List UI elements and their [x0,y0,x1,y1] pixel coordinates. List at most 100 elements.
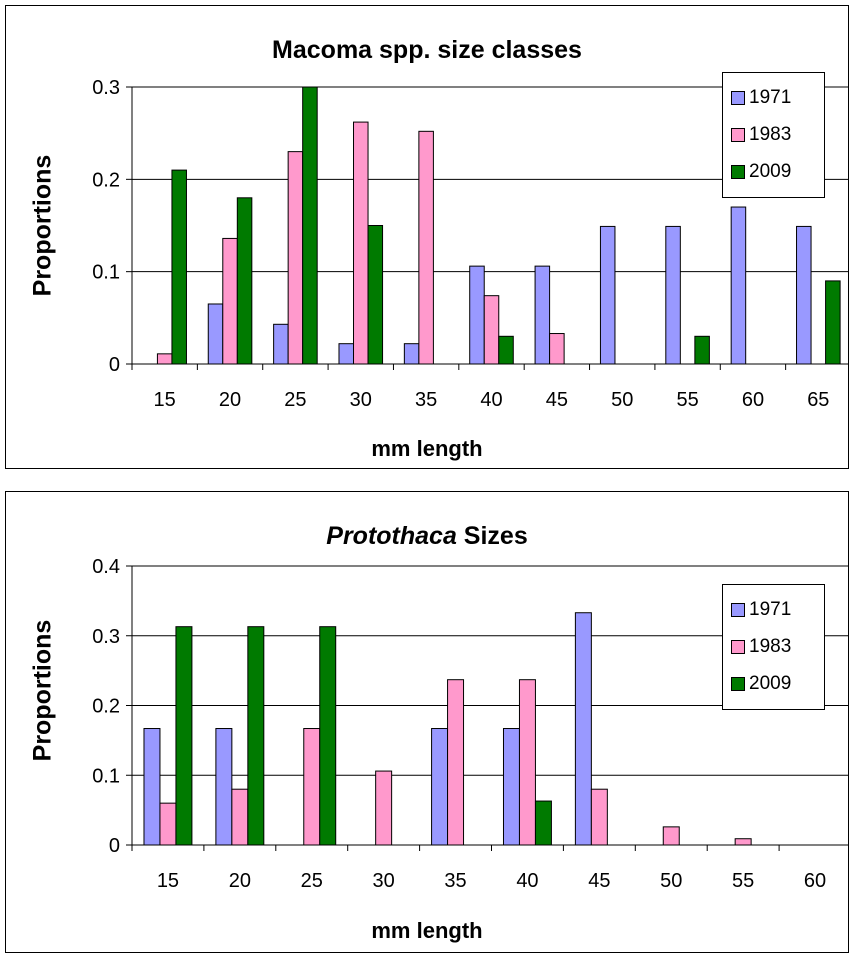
legend: 1971 1983 2009 [722,584,825,710]
protothaca-chart-frame: Protothaca Sizes 0 0.1 0.2 0.3 0.4 15 20 25 30 35… [5,491,849,953]
y-axis-label: Proportions [28,619,57,762]
y-tick-label: 0.3 [92,77,120,99]
y-tick-label: 0.3 [92,626,120,648]
legend-swatch-1971 [731,602,745,617]
x-tick-label: 45 [546,389,568,411]
x-tick-label: 35 [444,870,466,892]
bar-1971-65 [796,225,812,365]
y-tick-label: 0 [109,835,120,857]
bar-1983-30 [353,121,369,365]
y-tick-label: 0.1 [92,262,120,284]
legend-label: 1983 [749,635,792,657]
legend-item-1971: 1971 [731,591,816,628]
bar-2009-20 [236,197,253,365]
bar-1983-55 [734,838,752,846]
x-tick-label: 40 [480,389,502,411]
bar-2009-25 [319,626,337,846]
legend-swatch-1983 [731,127,745,142]
x-tick-label: 30 [373,870,395,892]
bar-1983-50 [662,826,680,846]
y-tick-label: 0 [109,354,120,376]
bar-1971-40 [469,265,485,365]
x-tick-label: 15 [157,870,179,892]
bar-2009-65 [825,280,841,365]
legend-swatch-1971 [731,90,745,105]
legend-label: 2009 [749,160,792,182]
bar-1971-45 [534,265,551,365]
legend-label: 1971 [749,598,792,620]
bar-1983-40 [518,679,536,846]
y-tick-label: 0.4 [92,556,120,578]
x-tick-label: 60 [804,870,826,892]
bar-1983-20 [231,788,249,846]
y-axis-label: Proportions [28,154,57,297]
legend-item-2009: 2009 [731,665,816,702]
x-tick-label: 45 [588,870,610,892]
chart-title-text: Macoma spp. size classes [272,36,582,64]
bar-1971-20 [207,303,224,365]
legend-item-1983: 1983 [731,116,816,153]
y-tick-label: 0.2 [92,696,120,718]
legend: 1971 1983 2009 [722,72,825,198]
chart-title: Macoma spp. size classes [6,36,848,65]
bar-1971-55 [665,225,681,365]
bar-1971-40 [502,728,520,846]
bar-1971-20 [215,728,233,846]
legend-swatch-2009 [731,164,745,179]
y-tick-label: 0.2 [92,169,120,191]
x-tick-label: 25 [301,870,323,892]
bar-2009-40 [534,800,552,846]
x-tick-label: 40 [516,870,538,892]
bar-2009-15 [171,169,187,365]
x-tick-label: 55 [676,389,698,411]
x-tick-label: 25 [284,389,306,411]
x-tick-label: 20 [219,389,241,411]
legend-item-1983: 1983 [731,628,816,665]
bar-1983-30 [375,770,393,846]
bar-1971-50 [599,225,616,365]
legend-label: 2009 [749,672,792,694]
bar-1983-40 [483,295,500,365]
bar-1983-45 [549,333,565,365]
bar-1971-30 [338,343,355,365]
bar-1983-45 [590,788,608,846]
bar-2009-25 [302,86,318,365]
x-tick-label: 65 [807,389,829,411]
bar-1971-35 [403,343,420,365]
bar-2009-30 [367,225,384,365]
bar-1971-15 [143,728,161,846]
legend-item-2009: 2009 [731,153,816,190]
x-tick-label: 20 [229,870,251,892]
bar-1971-45 [574,612,592,846]
x-tick-label: 15 [154,389,176,411]
chart-title: Protothaca Sizes [6,522,848,551]
bar-1971-25 [273,323,289,365]
y-tick-label: 0.1 [92,765,120,787]
bar-2009-55 [694,335,710,365]
x-tick-label: 60 [742,389,764,411]
bar-1983-15 [156,353,173,365]
bar-1983-15 [159,802,177,846]
x-tick-label: 50 [611,389,633,411]
protothaca-bar-chart: 0 0.1 0.2 0.3 0.4 15 20 25 30 35 40 45 50 55 60 [92,556,848,892]
bar-2009-40 [498,335,514,365]
bar-1983-25 [287,151,304,365]
legend-swatch-1983 [731,639,745,654]
bar-2009-20 [247,626,265,846]
x-tick-label: 35 [415,389,437,411]
bar-1983-20 [222,237,238,365]
bar-1983-25 [303,728,321,846]
legend-label: 1971 [749,86,792,108]
bar-1983-35 [418,130,434,365]
bar-2009-15 [175,626,193,846]
bar-1971-60 [730,206,747,365]
legend-swatch-2009 [731,676,745,691]
legend-item-1971: 1971 [731,79,816,116]
x-tick-label: 55 [732,870,754,892]
x-axis-label: mm length [371,918,483,943]
x-tick-label: 30 [350,389,372,411]
chart-title-rest: Sizes [456,522,528,550]
x-tick-label: 50 [660,870,682,892]
macoma-chart-frame: Macoma spp. size classes 0 0.1 0.2 0.3 15 20 2… [5,5,849,469]
legend-label: 1983 [749,123,792,145]
